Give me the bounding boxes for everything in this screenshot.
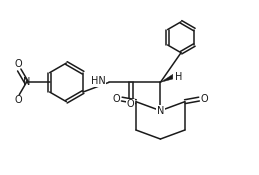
Text: O: O (14, 59, 22, 69)
Text: N: N (157, 106, 164, 116)
Text: O: O (14, 95, 22, 105)
Text: H: H (175, 72, 182, 82)
Text: HN: HN (91, 76, 106, 86)
Polygon shape (160, 74, 173, 82)
Text: N: N (23, 77, 30, 87)
Text: O: O (113, 94, 120, 104)
Text: O: O (127, 99, 135, 109)
Text: O: O (200, 94, 208, 104)
